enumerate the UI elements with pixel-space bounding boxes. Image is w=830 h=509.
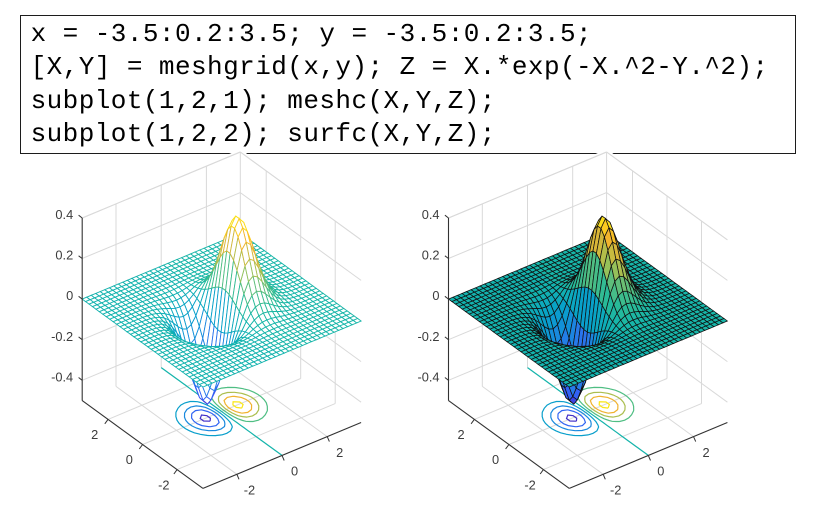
svg-text:0: 0 (432, 288, 439, 303)
svg-text:-2: -2 (244, 483, 255, 498)
svg-text:-2: -2 (158, 477, 169, 492)
svg-text:0: 0 (492, 452, 499, 467)
svg-text:0.4: 0.4 (422, 207, 440, 222)
svg-text:-0.4: -0.4 (417, 369, 439, 384)
svg-text:0: 0 (126, 452, 133, 467)
svg-text:2: 2 (336, 445, 343, 460)
svg-text:-0.2: -0.2 (51, 329, 73, 344)
svg-text:0: 0 (657, 464, 664, 479)
svg-text:-0.4: -0.4 (51, 369, 73, 384)
svg-text:2: 2 (457, 427, 464, 442)
svg-text:-2: -2 (524, 477, 535, 492)
svg-text:0: 0 (291, 464, 298, 479)
svg-text:0: 0 (66, 288, 73, 303)
svg-text:-2: -2 (610, 483, 621, 498)
svg-text:0.4: 0.4 (55, 207, 73, 222)
svg-text:2: 2 (702, 445, 709, 460)
svg-text:0.2: 0.2 (55, 248, 73, 263)
svg-text:2: 2 (91, 427, 98, 442)
svg-text:-0.2: -0.2 (417, 329, 439, 344)
svg-text:0.2: 0.2 (422, 248, 440, 263)
